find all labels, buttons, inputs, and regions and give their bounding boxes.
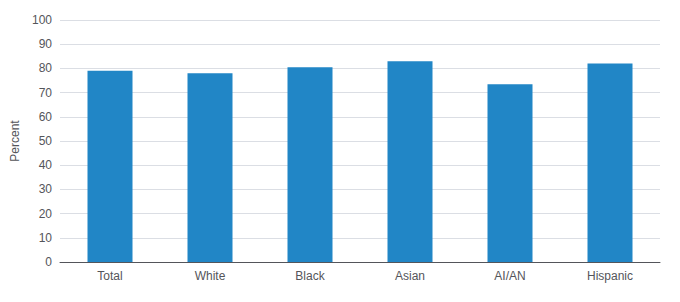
- svg-text:White: White: [195, 269, 226, 283]
- svg-text:AI/AN: AI/AN: [494, 269, 525, 283]
- svg-text:Hispanic: Hispanic: [587, 269, 633, 283]
- svg-text:10: 10: [39, 231, 53, 245]
- svg-text:100: 100: [32, 13, 52, 27]
- svg-text:Percent: Percent: [8, 120, 22, 162]
- svg-text:70: 70: [39, 86, 53, 100]
- svg-text:90: 90: [39, 37, 53, 51]
- svg-text:50: 50: [39, 134, 53, 148]
- svg-text:40: 40: [39, 158, 53, 172]
- svg-text:Total: Total: [97, 269, 122, 283]
- svg-text:0: 0: [45, 255, 52, 269]
- svg-text:60: 60: [39, 110, 53, 124]
- svg-text:30: 30: [39, 182, 53, 196]
- svg-text:Asian: Asian: [395, 269, 425, 283]
- svg-text:Black: Black: [295, 269, 325, 283]
- svg-text:80: 80: [39, 61, 53, 75]
- svg-text:20: 20: [39, 207, 53, 221]
